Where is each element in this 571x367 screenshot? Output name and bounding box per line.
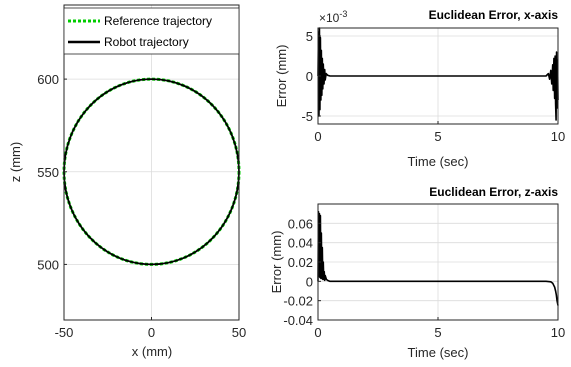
traj-ytick-label: 600	[37, 72, 59, 87]
errz-title: Euclidean Error, z-axis	[429, 185, 558, 199]
traj-y-axis-label: z (mm)	[8, 142, 23, 182]
errz-xtick-label: 5	[434, 325, 441, 340]
errz-x-axis-label: Time (sec)	[408, 345, 469, 360]
traj-ticks: -50 0 50 500 550 600	[37, 72, 246, 340]
errz-ticks: 0 5 10 -0.04 -0.02 0 0.02 0.04 0.06	[283, 216, 565, 340]
errx-x-axis-label: Time (sec)	[408, 154, 469, 169]
errx-ytick-label: -5	[301, 109, 313, 124]
errz-series	[317, 210, 559, 306]
errx-xtick-label: 5	[434, 129, 441, 144]
error-z-chart: 0 5 10 -0.04 -0.02 0 0.02 0.04 0.06 Euclidean Er…	[269, 185, 565, 360]
errz-ytick-label: -0.04	[283, 313, 313, 328]
errz-ytick-label: 0.04	[288, 236, 313, 251]
errz-ytick-label: -0.02	[283, 294, 313, 309]
traj-legend: Reference trajectory Robot trajectory	[63, 7, 240, 55]
errx-ytick-label: 5	[306, 29, 313, 44]
legend-robot-label: Robot trajectory	[104, 35, 189, 49]
errz-xtick-label: 0	[314, 325, 321, 340]
errx-series-0	[317, 27, 559, 121]
errx-xtick-label: 0	[314, 129, 321, 144]
errx-exponent-power: -3	[339, 9, 347, 19]
error-x-chart: 0 5 10-505 Euclidean Error, x-axis ×10-3 T…	[274, 8, 565, 169]
traj-ytick-label: 550	[37, 165, 59, 180]
errx-title: Euclidean Error, x-axis	[429, 8, 559, 22]
errx-xtick-label: 10	[551, 129, 565, 144]
errx-y-axis-label: Error (mm)	[274, 45, 289, 108]
trajectory-chart: -50 0 50 500 550 600 x (mm) z (mm) Reference …	[8, 4, 246, 359]
errz-ytick-label: 0.02	[288, 255, 313, 270]
errz-xtick-label: 10	[551, 325, 565, 340]
errz-series-0	[317, 210, 559, 306]
errx-exponent: ×10-3	[319, 9, 347, 25]
traj-xtick-label: 50	[232, 325, 246, 340]
errx-series	[317, 27, 559, 121]
errx-exponent-base: ×10	[319, 11, 340, 25]
legend-box	[63, 7, 240, 55]
errz-ytick-label: 0.06	[288, 216, 313, 231]
errz-ytick-label: 0	[306, 274, 313, 289]
legend-reference-label: Reference trajectory	[104, 14, 212, 28]
errx-ytick-label: 0	[306, 69, 313, 84]
errz-y-axis-label: Error (mm)	[269, 231, 284, 294]
traj-xtick-label: 0	[148, 325, 155, 340]
traj-xtick-label: -50	[55, 325, 74, 340]
traj-x-axis-label: x (mm)	[132, 344, 172, 359]
traj-ytick-label: 500	[37, 257, 59, 272]
errx-ticks: 0 5 10-505	[301, 29, 565, 144]
